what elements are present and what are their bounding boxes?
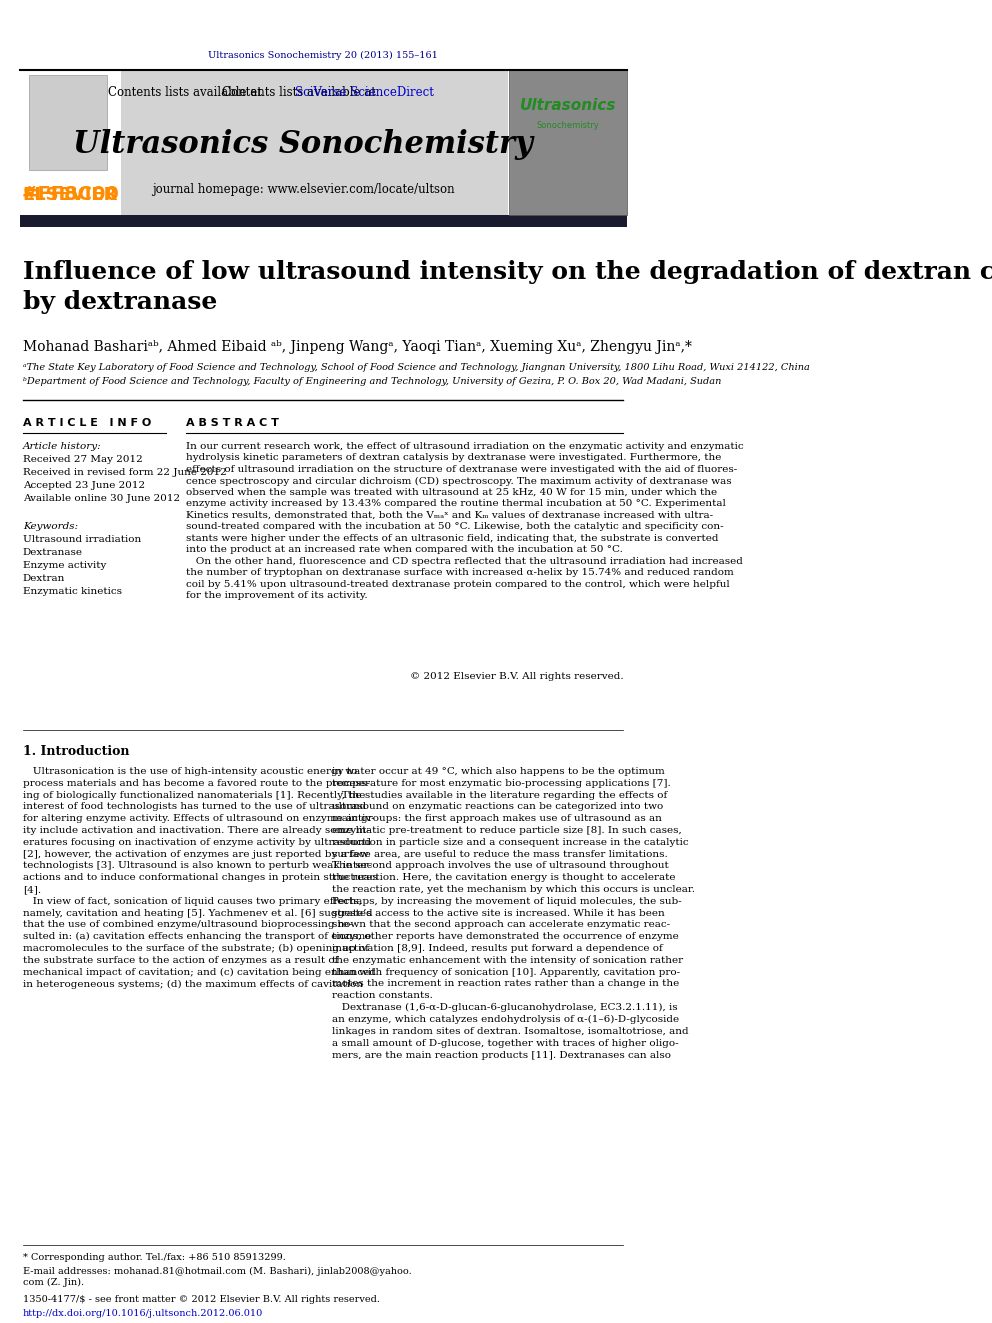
Text: SciVerse ScienceDirect: SciVerse ScienceDirect [296,86,434,98]
Text: Influence of low ultrasound intensity on the degradation of dextran catalyzed
by: Influence of low ultrasound intensity on… [23,261,992,314]
FancyBboxPatch shape [30,75,107,169]
Text: 1. Introduction: 1. Introduction [23,745,129,758]
FancyBboxPatch shape [20,70,121,216]
FancyBboxPatch shape [20,70,508,216]
Text: Contents lists available at: Contents lists available at [221,86,379,98]
Text: 1350-4177/$ - see front matter © 2012 Elsevier B.V. All rights reserved.: 1350-4177/$ - see front matter © 2012 El… [23,1295,380,1304]
Text: Keywords:: Keywords: [23,523,78,531]
Text: #FF8C00: #FF8C00 [22,185,119,205]
Text: Dextran: Dextran [23,574,65,583]
Text: Ultrasound irradiation: Ultrasound irradiation [23,534,141,544]
FancyBboxPatch shape [20,216,627,228]
Text: journal homepage: www.elsevier.com/locate/ultson: journal homepage: www.elsevier.com/locat… [152,184,454,197]
Text: http://dx.doi.org/10.1016/j.ultsonch.2012.06.010: http://dx.doi.org/10.1016/j.ultsonch.201… [23,1308,263,1318]
Text: Available online 30 June 2012: Available online 30 June 2012 [23,493,180,503]
Text: Contents lists available at: Contents lists available at [107,86,265,98]
Text: ᵇDepartment of Food Science and Technology, Faculty of Engineering and Technolog: ᵇDepartment of Food Science and Technolo… [23,377,721,386]
Text: Received 27 May 2012: Received 27 May 2012 [23,455,143,464]
Text: ᵃThe State Key Laboratory of Food Science and Technology, School of Food Science: ᵃThe State Key Laboratory of Food Scienc… [23,363,809,372]
Text: Ultrasonics Sonochemistry: Ultrasonics Sonochemistry [73,130,533,160]
Text: * Corresponding author. Tel./fax: +86 510 85913299.: * Corresponding author. Tel./fax: +86 51… [23,1253,286,1262]
FancyBboxPatch shape [510,70,627,216]
Text: Ultrasonics Sonochemistry 20 (2013) 155–161: Ultrasonics Sonochemistry 20 (2013) 155–… [208,50,438,60]
Text: E-mail addresses: mohanad.81@hotmail.com (M. Bashari), jinlab2008@yahoo.
com (Z.: E-mail addresses: mohanad.81@hotmail.com… [23,1267,412,1287]
Text: A R T I C L E   I N F O: A R T I C L E I N F O [23,418,151,429]
Text: ELSEVIER: ELSEVIER [23,187,118,204]
Text: Enzyme activity: Enzyme activity [23,561,106,570]
Text: Ultrasonics: Ultrasonics [520,98,616,112]
Text: © 2012 Elsevier B.V. All rights reserved.: © 2012 Elsevier B.V. All rights reserved… [410,672,624,681]
Text: Received in revised form 22 June 2012: Received in revised form 22 June 2012 [23,468,226,478]
Text: in water occur at 49 °C, which also happens to be the optimum
temperature for mo: in water occur at 49 °C, which also happ… [332,767,695,1060]
Text: Article history:: Article history: [23,442,101,451]
Text: In our current research work, the effect of ultrasound irradiation on the enzyma: In our current research work, the effect… [186,442,743,601]
Text: A B S T R A C T: A B S T R A C T [186,418,279,429]
Text: Dextranase: Dextranase [23,548,82,557]
Text: Enzymatic kinetics: Enzymatic kinetics [23,587,122,595]
Text: Mohanad Bashariᵃᵇ, Ahmed Eibaid ᵃᵇ, Jinpeng Wangᵃ, Yaoqi Tianᵃ, Xueming Xuᵃ, Zhe: Mohanad Bashariᵃᵇ, Ahmed Eibaid ᵃᵇ, Jinp… [23,340,691,355]
Text: Sonochemistry: Sonochemistry [537,120,599,130]
Text: Accepted 23 June 2012: Accepted 23 June 2012 [23,482,145,490]
Text: Ultrasonication is the use of high-intensity acoustic energy to
process material: Ultrasonication is the use of high-inten… [23,767,378,990]
